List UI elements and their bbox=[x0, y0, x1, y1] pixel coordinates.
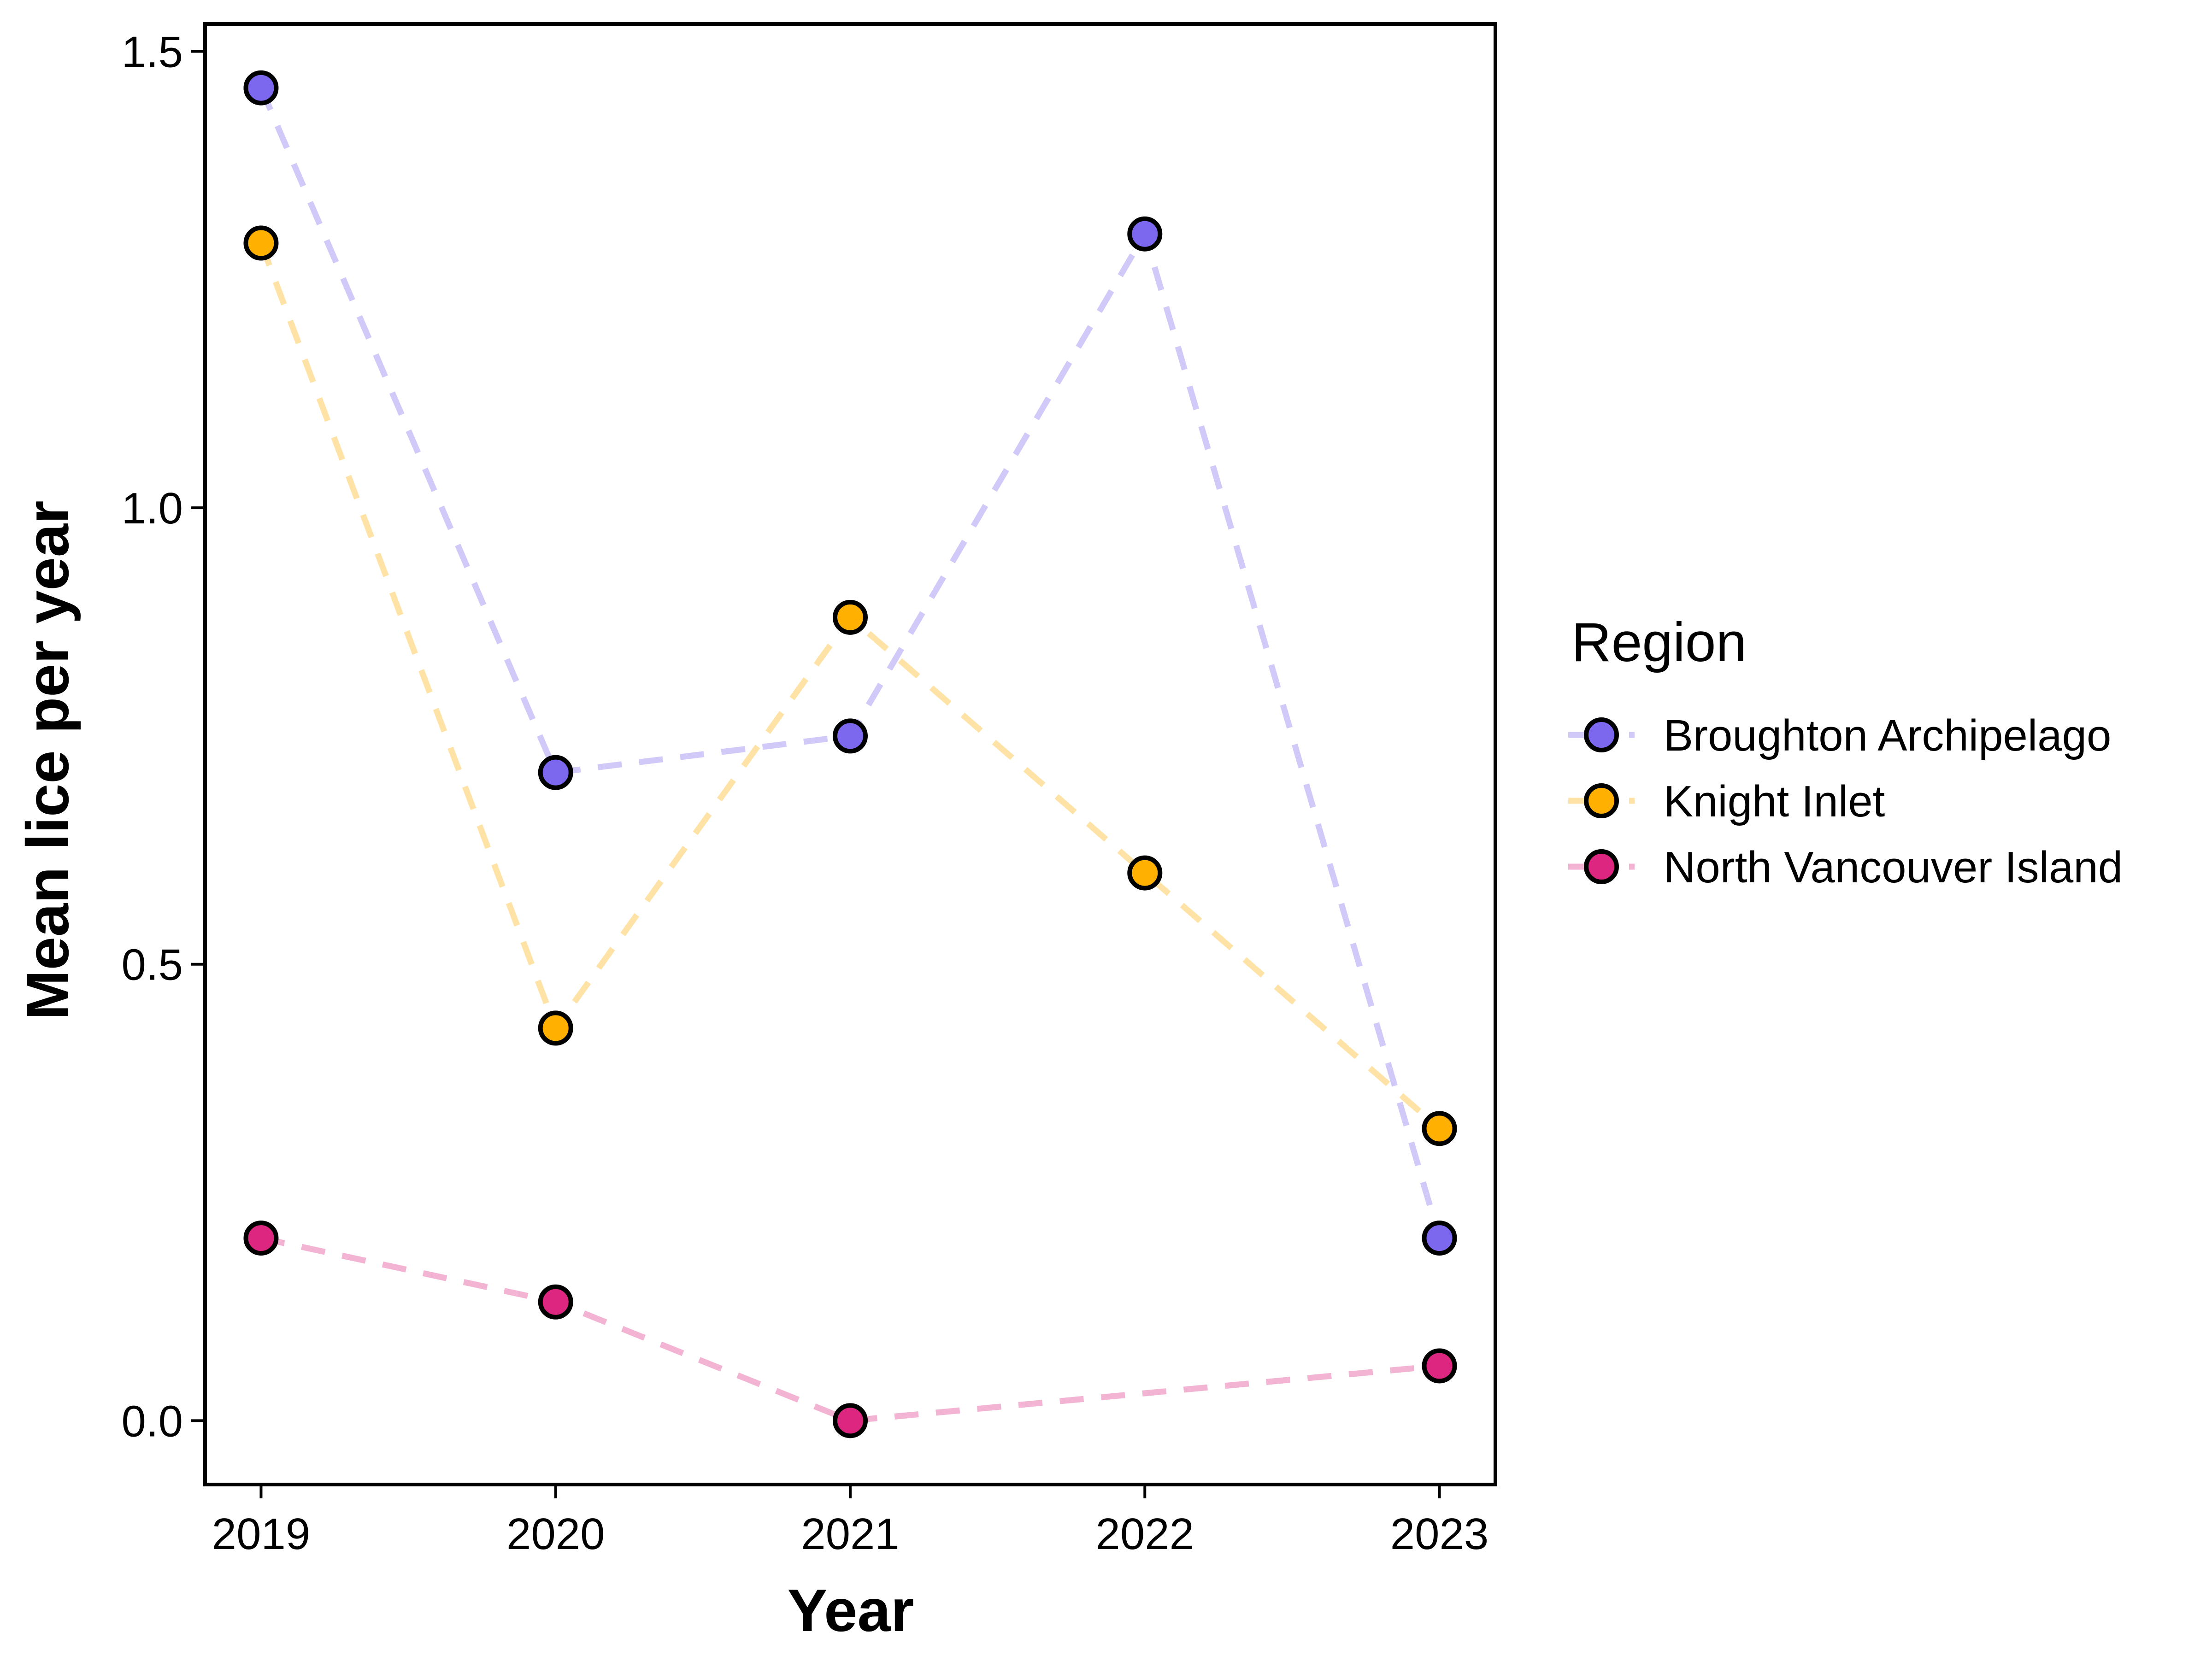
legend-label-knight-inlet: Knight Inlet bbox=[1664, 777, 1885, 826]
data-point-broughton-archipelago-2020 bbox=[538, 755, 573, 790]
x-tick-label-2022: 2022 bbox=[1095, 1509, 1194, 1559]
data-point-broughton-archipelago-2021 bbox=[833, 718, 868, 754]
axes: 0.0 0.5 1.0 1.5 2019 2020 2021 2022 2023 bbox=[122, 27, 1489, 1559]
data-point-knight-inlet-2020 bbox=[538, 1010, 573, 1046]
legend: Region Broughton Archipelago Knight Inlet… bbox=[1568, 611, 2123, 892]
y-tick-label-0.5: 0.5 bbox=[122, 940, 183, 990]
series-points bbox=[243, 70, 1457, 1438]
x-axis-title: Year bbox=[788, 1577, 914, 1644]
series-line-north-vancouver-island bbox=[260, 1235, 1440, 1424]
data-point-broughton-archipelago-2023 bbox=[1422, 1221, 1457, 1256]
x-tick-label-2020: 2020 bbox=[506, 1509, 605, 1559]
x-tick-label-2021: 2021 bbox=[801, 1509, 900, 1559]
y-tick-label-1.0: 1.0 bbox=[122, 484, 183, 533]
legend-label-north-vancouver-island: North Vancouver Island bbox=[1664, 843, 2123, 892]
x-tick-label-2023: 2023 bbox=[1390, 1509, 1489, 1559]
data-point-knight-inlet-2021 bbox=[833, 599, 868, 635]
data-point-north-vancouver-island-2023 bbox=[1422, 1348, 1457, 1384]
legend-label-broughton-archipelago: Broughton Archipelago bbox=[1664, 711, 2111, 760]
x-tick-label-2019: 2019 bbox=[212, 1509, 311, 1559]
legend-marker-knight-inlet bbox=[1584, 783, 1619, 818]
series-line-knight-inlet bbox=[258, 242, 1441, 1131]
data-point-knight-inlet-2023 bbox=[1422, 1111, 1457, 1146]
legend-title: Region bbox=[1571, 611, 1747, 673]
y-axis-title: Mean lice per year bbox=[14, 500, 81, 1020]
data-point-broughton-archipelago-2022 bbox=[1127, 216, 1163, 252]
legend-marker-north-vancouver-island bbox=[1584, 849, 1619, 884]
y-tick-label-1.5: 1.5 bbox=[122, 27, 183, 76]
data-point-knight-inlet-2022 bbox=[1127, 855, 1163, 891]
data-point-north-vancouver-island-2021 bbox=[833, 1403, 868, 1438]
y-tick-label-0.0: 0.0 bbox=[122, 1397, 183, 1446]
data-point-north-vancouver-island-2019 bbox=[243, 1221, 279, 1256]
series-line-broughton-archipelago bbox=[258, 87, 1442, 1239]
data-point-north-vancouver-island-2020 bbox=[538, 1284, 573, 1320]
legend-marker-broughton-archipelago bbox=[1584, 717, 1619, 752]
series-lines bbox=[258, 87, 1442, 1424]
data-point-broughton-archipelago-2019 bbox=[243, 70, 279, 106]
data-point-knight-inlet-2019 bbox=[243, 225, 279, 261]
